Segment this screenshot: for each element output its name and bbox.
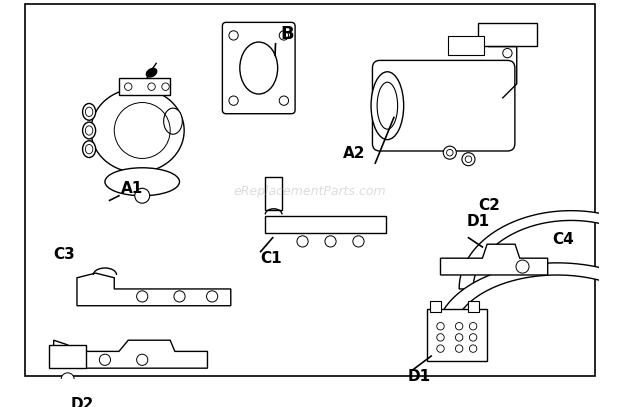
Circle shape (436, 322, 444, 330)
Ellipse shape (146, 68, 157, 77)
Ellipse shape (240, 42, 278, 94)
FancyBboxPatch shape (427, 309, 487, 361)
Text: D1: D1 (467, 214, 490, 230)
FancyBboxPatch shape (448, 36, 484, 55)
Ellipse shape (105, 168, 180, 196)
Circle shape (206, 291, 218, 302)
FancyBboxPatch shape (477, 23, 538, 46)
Circle shape (611, 220, 620, 235)
FancyBboxPatch shape (119, 78, 170, 95)
FancyBboxPatch shape (223, 22, 295, 114)
Circle shape (136, 354, 148, 365)
Circle shape (456, 334, 463, 341)
Ellipse shape (91, 89, 184, 173)
Ellipse shape (377, 82, 397, 129)
Circle shape (446, 149, 453, 156)
FancyBboxPatch shape (430, 301, 441, 312)
Circle shape (148, 83, 155, 90)
FancyBboxPatch shape (265, 177, 282, 210)
FancyBboxPatch shape (467, 301, 479, 312)
Circle shape (353, 236, 364, 247)
Polygon shape (440, 244, 547, 275)
Ellipse shape (86, 144, 93, 154)
Circle shape (136, 291, 148, 302)
Text: C2: C2 (478, 198, 500, 213)
Text: C3: C3 (54, 247, 76, 262)
Text: C1: C1 (260, 251, 282, 266)
Circle shape (462, 153, 475, 166)
Ellipse shape (164, 108, 182, 134)
Circle shape (229, 31, 238, 40)
Polygon shape (77, 273, 231, 306)
Circle shape (436, 334, 444, 341)
Text: D1: D1 (408, 369, 431, 384)
Circle shape (443, 146, 456, 159)
Circle shape (469, 345, 477, 352)
Circle shape (503, 48, 512, 58)
Circle shape (99, 354, 110, 365)
Circle shape (279, 96, 288, 105)
Text: A2: A2 (343, 146, 365, 160)
Circle shape (135, 188, 149, 203)
Circle shape (465, 156, 472, 162)
Circle shape (469, 322, 477, 330)
Circle shape (229, 96, 238, 105)
Circle shape (436, 345, 444, 352)
Circle shape (456, 345, 463, 352)
Text: eReplacementParts.com: eReplacementParts.com (234, 185, 386, 197)
Ellipse shape (82, 103, 95, 120)
Ellipse shape (82, 122, 95, 139)
Text: A1: A1 (121, 181, 143, 196)
Ellipse shape (86, 107, 93, 116)
Text: B: B (280, 25, 294, 43)
Circle shape (516, 260, 529, 273)
Circle shape (174, 291, 185, 302)
Ellipse shape (82, 141, 95, 158)
Circle shape (469, 334, 477, 341)
Polygon shape (54, 340, 208, 368)
Ellipse shape (371, 72, 404, 140)
Circle shape (162, 83, 169, 90)
Ellipse shape (86, 126, 93, 135)
Circle shape (61, 373, 74, 386)
Polygon shape (459, 211, 620, 289)
Text: D2: D2 (71, 397, 94, 407)
Circle shape (456, 322, 463, 330)
FancyBboxPatch shape (49, 345, 86, 368)
Circle shape (297, 236, 308, 247)
Text: C4: C4 (552, 232, 574, 247)
Circle shape (325, 236, 336, 247)
FancyBboxPatch shape (265, 216, 386, 233)
Circle shape (279, 31, 288, 40)
Polygon shape (436, 263, 620, 330)
FancyBboxPatch shape (373, 60, 515, 151)
Circle shape (125, 83, 132, 90)
